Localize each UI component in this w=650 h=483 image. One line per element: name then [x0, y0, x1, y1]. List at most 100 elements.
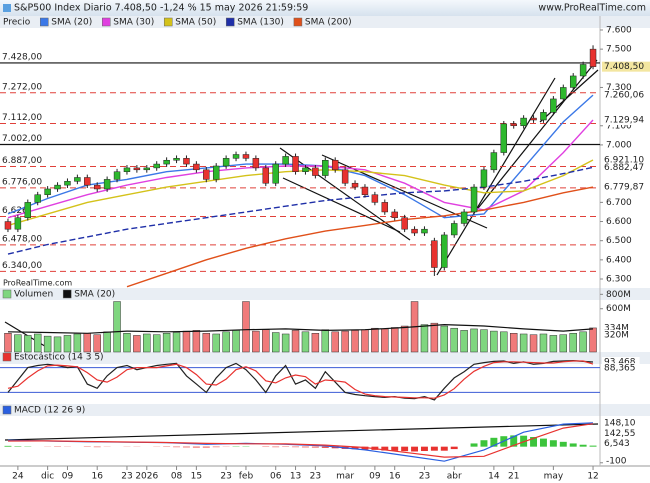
candle-body [163, 159, 170, 165]
legend-band [0, 404, 650, 416]
volume-bar [281, 333, 290, 353]
level-label: 7.112,00 [2, 113, 42, 123]
candle-body [520, 117, 527, 127]
volume-bar [519, 333, 528, 353]
y-tick-label: 7.100 [606, 121, 632, 131]
macd-histogram-bar [321, 446, 329, 448]
candle-body [579, 64, 587, 77]
candle-body [490, 152, 498, 171]
volume-bar [361, 329, 369, 353]
candle-body [84, 177, 91, 186]
y-tick-label: 7.300 [606, 83, 632, 93]
x-tick-label: 16 [91, 472, 103, 482]
macd-histogram-bar [311, 446, 319, 448]
x-tick-label: 21 [508, 472, 519, 482]
macd-line [7, 423, 594, 458]
volume-bar [579, 331, 587, 353]
level-label: 7.002,00 [2, 134, 42, 144]
volume-bar [321, 329, 330, 353]
candle-body [262, 167, 270, 184]
legend-swatch [2, 405, 12, 415]
legend-label: SMA (200) [305, 18, 352, 28]
x-tick-label: 09 [369, 472, 381, 482]
y-tick-label: 6.300 [606, 274, 632, 284]
level-label: 6.887,00 [2, 156, 42, 166]
volume-bar [43, 335, 52, 353]
candle-body [302, 167, 309, 172]
candle-body [530, 117, 537, 121]
sma-line [126, 186, 594, 288]
volume-bar [559, 334, 568, 353]
x-tick-label: 13 [290, 472, 301, 482]
last-value-box [602, 182, 650, 193]
stoch-line [7, 359, 594, 401]
candle-body [252, 158, 260, 169]
candle-body [133, 167, 141, 171]
macd-histogram-bar [470, 443, 478, 447]
volume-bar [460, 330, 468, 353]
macd-histogram-bar [510, 435, 518, 447]
macd-histogram-bar [579, 444, 587, 447]
macd-histogram-bar [361, 446, 369, 450]
last-value-box [602, 363, 640, 374]
macd-histogram-bar [549, 440, 557, 447]
macd-histogram-bar [182, 446, 190, 448]
volume-bar [450, 327, 458, 353]
legend-swatch [293, 17, 303, 27]
volume-bar [569, 333, 577, 353]
last-value-box [602, 428, 640, 439]
candle-body [93, 184, 101, 190]
volume-bar [271, 332, 280, 353]
candle-body [272, 163, 279, 184]
macd-histogram-bar [301, 446, 309, 448]
y-tick-label: 6.600 [606, 217, 632, 227]
volume-bar [123, 333, 131, 353]
candle-body [441, 234, 448, 268]
candle-body [34, 194, 41, 203]
legend-label: SMA (20) [74, 290, 115, 300]
watermark: ProRealTime.com [3, 279, 72, 288]
macd-histogram-bar [450, 446, 458, 450]
volume-sma [7, 323, 594, 334]
volume-bar [133, 335, 141, 353]
level-label: 6.478,00 [2, 234, 42, 244]
x-tick-label: 06 [270, 472, 282, 482]
candle-body [292, 156, 299, 172]
volume-bar [420, 324, 429, 353]
last-value-box [602, 357, 640, 368]
x-tick-label: 14 [488, 472, 500, 482]
last-value-label: 93,468 [604, 358, 636, 368]
legend-band [0, 288, 650, 300]
macd-histogram-bar [391, 446, 399, 451]
candle-body [460, 211, 468, 224]
x-tick-label: 12 [587, 472, 598, 482]
candle-body [242, 154, 250, 159]
legend-swatch [163, 17, 173, 27]
candle-body [24, 202, 32, 218]
y-tick-label: 6.500 [606, 236, 632, 246]
candle-body [44, 188, 51, 195]
volume-bar [83, 333, 92, 353]
y-tick-label: 7.500 [606, 45, 632, 55]
candle-body [123, 167, 131, 172]
candle-body [589, 48, 597, 67]
y-tick-label: 600M [606, 304, 631, 314]
volume-bar [500, 331, 508, 353]
legend-swatch [2, 289, 12, 299]
volume-bar [381, 328, 389, 353]
candle-body [282, 156, 289, 165]
candle-body [153, 163, 160, 169]
last-value-label: 320M [604, 330, 629, 340]
header-title: S&P500 Index Diario 7.408,50 -1,24 % 15 … [14, 3, 308, 14]
volume-bar [143, 333, 151, 353]
x-tick-label: may [544, 472, 564, 482]
last-value-box [602, 90, 650, 101]
volume-bar [152, 334, 161, 353]
candle-body [361, 186, 369, 195]
macd-histogram-bar [530, 437, 538, 447]
volume-bar [103, 331, 111, 353]
macd-histogram-bar [430, 446, 438, 451]
candle-body [560, 87, 567, 100]
candle-body [421, 228, 428, 234]
level-label: 7.272,00 [2, 82, 42, 92]
